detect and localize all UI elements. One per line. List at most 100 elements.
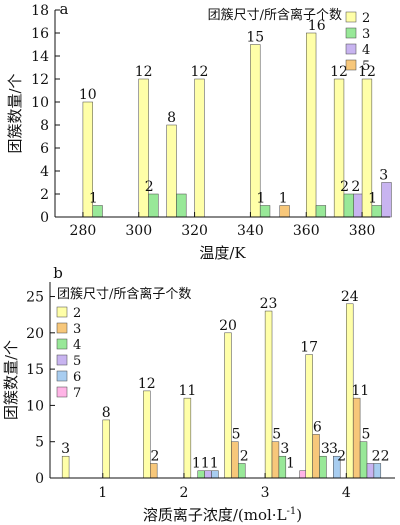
bar-s3-2.5 (231, 441, 239, 479)
data-label: 111 (192, 456, 219, 472)
x-tick-label: 4 (342, 485, 351, 501)
legend-entry: 5 (73, 354, 81, 369)
data-label: 5 (232, 427, 241, 443)
bar-s3-3.5 (312, 434, 320, 479)
bar-s2-1 (102, 419, 110, 479)
legend-entry: 6 (73, 370, 81, 385)
x-tick-label: 2 (179, 485, 188, 501)
legend-swatch-5 (56, 354, 68, 366)
data-label: 12 (135, 64, 153, 80)
data-label: 3 (321, 441, 330, 457)
data-label: 11 (178, 383, 196, 399)
legend-swatch-3 (56, 322, 68, 334)
data-label: 12 (330, 64, 348, 80)
bar-s3-300 (148, 193, 159, 218)
legend-entry: 4 (73, 338, 81, 353)
legend-swatch-4 (56, 338, 68, 350)
data-label: 8 (167, 110, 176, 126)
bar-s3-370 (343, 193, 354, 218)
legend-swatch-5 (345, 59, 357, 71)
bar-s4-380 (381, 182, 392, 218)
panel-label: b (53, 264, 63, 282)
x-tick-label: 3 (261, 485, 270, 501)
bar-s3-3 (271, 441, 280, 479)
y-tick-label: 10 (31, 95, 49, 111)
data-label: 2 (351, 179, 360, 195)
bar-s4-3 (278, 455, 287, 479)
legend-entry: 3 (73, 322, 81, 337)
bar-s4-4 (359, 441, 368, 479)
bar-s2-310 (166, 124, 177, 218)
data-label: 2 (150, 448, 159, 464)
legend-swatch-2 (56, 306, 68, 318)
data-label: 1 (368, 191, 377, 207)
bar-s5-340 (279, 205, 290, 218)
y-tick-label: 8 (40, 118, 49, 134)
data-label: 2 (240, 448, 249, 464)
x-tick-label: 340 (237, 223, 264, 239)
data-label: 12 (358, 64, 376, 80)
bar-s4-2.5 (238, 463, 246, 479)
data-label: 20 (219, 318, 237, 334)
legend-entry: 3 (362, 27, 370, 42)
data-label: 11 (351, 383, 369, 399)
x-tick-label: 300 (125, 223, 152, 239)
data-label: 1 (279, 191, 288, 207)
y-tick-label: 15 (26, 362, 44, 378)
x-tick-label: 320 (181, 223, 208, 239)
legend-swatch-7 (56, 386, 68, 398)
data-label: 3 (61, 441, 70, 457)
y-tick-label: 10 (26, 398, 44, 414)
bar-s3-1.5 (150, 463, 158, 479)
data-label: 23 (260, 296, 278, 312)
data-label: 12 (138, 376, 156, 392)
y-axis-label: 团簇数量/个 (6, 73, 24, 153)
data-label: 12 (191, 64, 209, 80)
legend-entry: 7 (73, 386, 81, 401)
data-label: 2 (337, 448, 346, 464)
x-tick-label: 380 (349, 223, 376, 239)
y-tick-label: 12 (31, 72, 49, 88)
data-label: 8 (102, 405, 111, 421)
data-label: 1 (256, 191, 265, 207)
y-tick-label: 6 (40, 141, 49, 157)
bar-s5-2 (204, 470, 212, 479)
legend-title: 团簇尺寸/所含离子个数 (208, 7, 342, 23)
data-label: 16 (308, 18, 326, 34)
data-label: 1 (89, 191, 98, 207)
bar-s3-360 (315, 205, 327, 218)
x-tick-label: 280 (70, 223, 97, 239)
data-label: 2 (340, 179, 349, 195)
y-tick-label: 4 (40, 164, 49, 180)
bar-s3-340 (259, 205, 271, 218)
bar-s2-370 (333, 78, 345, 218)
y-tick-label: 2 (40, 187, 49, 203)
x-axis-label-text: 温度/K (199, 244, 246, 262)
y-tick-label: 5 (35, 435, 44, 451)
bar-s2-3 (264, 310, 273, 479)
bar-s4-2 (197, 470, 205, 479)
y-tick-label: 18 (31, 3, 49, 19)
bar-s3-380 (371, 205, 382, 218)
x-axis-label-text: 溶质离子浓度/(mol·L (143, 506, 287, 524)
legend-entry: 2 (362, 11, 370, 26)
y-tick-label: 20 (26, 326, 44, 342)
legend-title: 团簇尺寸/所含离子个数 (57, 286, 191, 302)
bar-s2-2.5 (224, 332, 232, 479)
data-label: 5 (362, 427, 371, 443)
data-label: 15 (246, 30, 264, 46)
bar-s5-4 (366, 463, 375, 479)
x-axis-label-sup: -1 (287, 506, 297, 517)
bar-s4-3.5 (319, 455, 327, 479)
x-axis-label: 温度/K (199, 244, 246, 262)
data-label: 3 (280, 441, 289, 457)
panel-label: a (60, 0, 69, 18)
legend-swatch-6 (56, 370, 68, 382)
bar-s3-4 (352, 397, 361, 479)
data-label: 5 (272, 427, 281, 443)
bar-s6-2 (211, 470, 219, 479)
x-tick-label: 1 (98, 485, 107, 501)
